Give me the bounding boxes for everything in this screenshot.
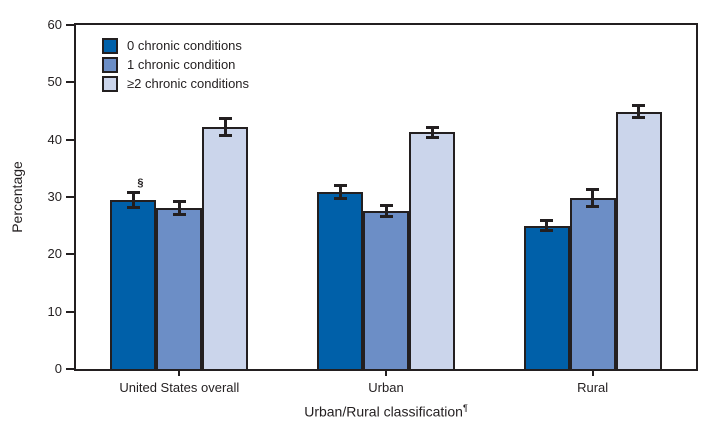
x-axis-title: Urban/Rural classification¶ [74, 403, 698, 420]
x-category-label: Rural [577, 380, 609, 395]
y-tick-label: 50 [47, 74, 62, 90]
error-bar-cap-bottom [218, 134, 232, 138]
error-bar-cap-bottom [333, 196, 347, 200]
bar [409, 132, 455, 369]
x-axis-tick [178, 369, 181, 376]
error-bar-cap-top [425, 125, 439, 129]
error-bar-cap-top [333, 184, 347, 188]
y-tick-label: 10 [47, 303, 62, 319]
error-bar-line [131, 192, 135, 208]
legend-item: ≥2 chronic conditions [102, 76, 249, 92]
legend-swatch [102, 57, 118, 73]
bar [523, 225, 570, 369]
error-bar-cap-top [540, 219, 554, 223]
x-axis-title-footnote-marker: ¶ [462, 403, 468, 413]
bar [569, 198, 616, 369]
error-bar-cap-top [218, 116, 232, 120]
legend-label: 1 chronic condition [127, 57, 236, 72]
bar [202, 127, 249, 369]
legend-label: ≥2 chronic conditions [127, 76, 250, 91]
bar [317, 191, 363, 369]
bar [156, 207, 203, 369]
error-bar-line [545, 220, 549, 231]
bar [363, 210, 409, 369]
error-bar-line [637, 105, 641, 118]
y-axis-tick [66, 138, 74, 141]
error-bar-cap-top [379, 203, 393, 207]
y-axis-tick [66, 368, 74, 370]
y-tick-label: 0 [54, 361, 62, 376]
error-bar-cap-bottom [540, 229, 554, 233]
error-bar-cap-bottom [126, 205, 140, 209]
error-bar-cap-top [586, 188, 600, 192]
x-axis-tick [591, 369, 594, 376]
legend-swatch [102, 38, 118, 54]
error-bar-cap-bottom [172, 213, 186, 217]
error-bar-line [223, 118, 227, 136]
y-axis-tick [66, 81, 74, 84]
x-axis-tick [385, 369, 387, 376]
x-category-label: United States overall [119, 380, 240, 395]
plot-area: 0 chronic conditions 1 chronic condition ≥… [74, 23, 698, 371]
error-bar-cap-bottom [632, 115, 646, 119]
legend: 0 chronic conditions 1 chronic condition ≥… [102, 38, 249, 92]
error-bar-cap-bottom [379, 215, 393, 218]
footnote-marker-annotation: § [137, 177, 144, 190]
x-category-label: Urban [368, 380, 404, 395]
legend-label: 0 chronic conditions [127, 38, 242, 53]
y-axis-title: Percentage [9, 161, 25, 233]
bar [110, 199, 157, 369]
legend-item: 1 chronic condition [102, 57, 249, 73]
error-bar-line [338, 185, 342, 199]
error-bar-line [591, 189, 595, 207]
error-bar-line [430, 127, 434, 138]
y-tick-label: 60 [47, 17, 62, 32]
error-bar-cap-bottom [425, 135, 439, 139]
legend-item: 0 chronic conditions [102, 38, 249, 54]
y-tick-label: 40 [47, 131, 62, 147]
error-bar-cap-top [126, 190, 140, 194]
error-bar-cap-bottom [586, 205, 600, 209]
y-tick-label: 20 [47, 246, 62, 262]
error-bar-cap-top [632, 104, 646, 108]
y-tick-label: 30 [47, 189, 62, 204]
y-axis-tick [66, 196, 74, 198]
error-bar-line [177, 201, 181, 215]
legend-swatch [102, 76, 118, 92]
x-axis-title-text: Urban/Rural classification [304, 403, 463, 420]
y-axis-tick [66, 310, 74, 313]
y-axis-tick [66, 253, 74, 256]
bar [615, 111, 662, 369]
y-axis-tick [66, 24, 74, 26]
error-bar-cap-top [172, 199, 186, 203]
error-bar-line [384, 205, 388, 217]
